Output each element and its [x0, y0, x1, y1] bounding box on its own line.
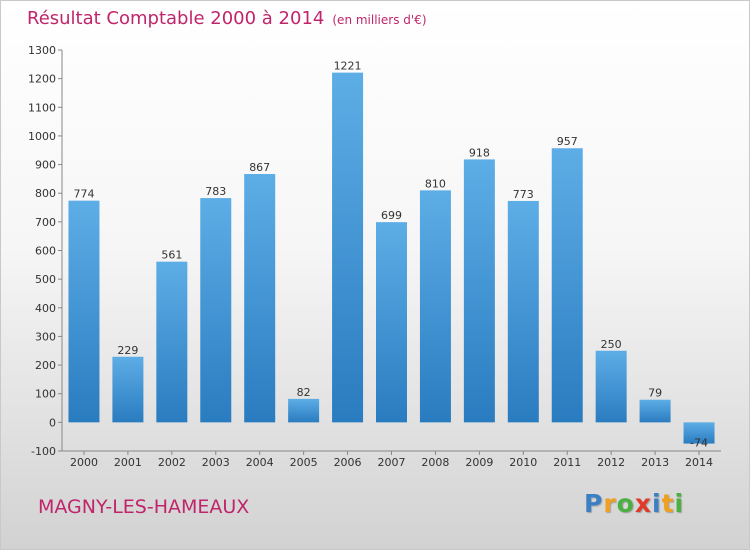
- x-tick-label: 2005: [290, 456, 318, 469]
- bar: [683, 422, 715, 444]
- data-label: 229: [117, 344, 138, 357]
- bar: [244, 174, 276, 423]
- y-tick-label: 500: [35, 273, 56, 286]
- data-label: 79: [648, 387, 662, 400]
- bar: [419, 190, 451, 423]
- data-label: 783: [205, 185, 226, 198]
- y-tick-label: 700: [35, 216, 56, 229]
- x-tick-label: 2011: [553, 456, 581, 469]
- bar: [376, 222, 407, 423]
- y-tick-label: 300: [35, 330, 56, 343]
- bar: [288, 398, 320, 423]
- data-label: 810: [425, 177, 446, 190]
- data-label: 699: [381, 209, 402, 222]
- y-tick-label: 400: [35, 302, 56, 315]
- title-main: Résultat Comptable 2000 à 2014: [27, 8, 325, 29]
- bar: [68, 200, 100, 423]
- proxiti-logo: Proxiti: [584, 489, 684, 518]
- x-tick-label: 2006: [334, 456, 362, 469]
- x-tick-label: 2007: [378, 456, 406, 469]
- y-tick-label: 1200: [28, 73, 56, 86]
- x-tick-label: 2012: [597, 456, 625, 469]
- data-label: 1221: [334, 60, 362, 73]
- logo-letter: i: [674, 489, 685, 518]
- data-label: 957: [557, 135, 578, 148]
- data-label: 773: [513, 188, 534, 201]
- commune-name: MAGNY-LES-HAMEAUX: [38, 496, 250, 518]
- logo-letter: t: [661, 489, 675, 518]
- x-tick-label: 2003: [202, 456, 230, 469]
- y-tick-label: -100: [31, 445, 56, 458]
- x-tick-label: 2004: [246, 456, 274, 469]
- data-label: 867: [249, 161, 270, 174]
- y-tick-label: 200: [35, 359, 56, 372]
- title-unit: (en milliers d'€): [332, 13, 427, 27]
- bar: [332, 72, 364, 423]
- x-tick-label: 2008: [421, 456, 449, 469]
- y-tick-label: 800: [35, 187, 56, 200]
- bar: [507, 200, 539, 423]
- data-label: -74: [690, 437, 708, 450]
- y-tick-label: 100: [35, 388, 56, 401]
- chart-title: Résultat Comptable 2000 à 2014 (en millie…: [27, 8, 427, 29]
- y-tick-label: 900: [35, 159, 56, 172]
- data-label: 561: [161, 249, 182, 262]
- data-label: 918: [469, 146, 490, 159]
- data-label: 82: [297, 386, 311, 399]
- bar: [639, 399, 671, 423]
- bar: [156, 261, 188, 423]
- x-tick-label: 2010: [509, 456, 537, 469]
- data-label: 250: [601, 338, 622, 351]
- y-tick-label: 0: [49, 416, 56, 429]
- logo-letter: i: [652, 489, 662, 518]
- data-label: 774: [73, 188, 94, 201]
- bar: [463, 159, 495, 423]
- logo-letter: r: [603, 489, 617, 518]
- y-tick-label: 1000: [28, 130, 56, 143]
- logo-letter: o: [616, 489, 635, 518]
- x-tick-label: 2013: [641, 456, 669, 469]
- bar: [112, 356, 144, 423]
- x-tick-label: 2000: [70, 456, 98, 469]
- bar: [595, 350, 627, 423]
- logo-letter: x: [634, 489, 652, 518]
- x-tick-label: 2002: [158, 456, 186, 469]
- x-tick-label: 2001: [114, 456, 142, 469]
- bar: [200, 198, 232, 423]
- y-tick-label: 1100: [28, 101, 56, 114]
- logo-letter: P: [584, 489, 604, 518]
- x-tick-label: 2014: [685, 456, 713, 469]
- bar: [551, 148, 583, 423]
- y-tick-label: 1300: [28, 44, 56, 57]
- y-tick-label: 600: [35, 245, 56, 258]
- x-tick-label: 2009: [465, 456, 493, 469]
